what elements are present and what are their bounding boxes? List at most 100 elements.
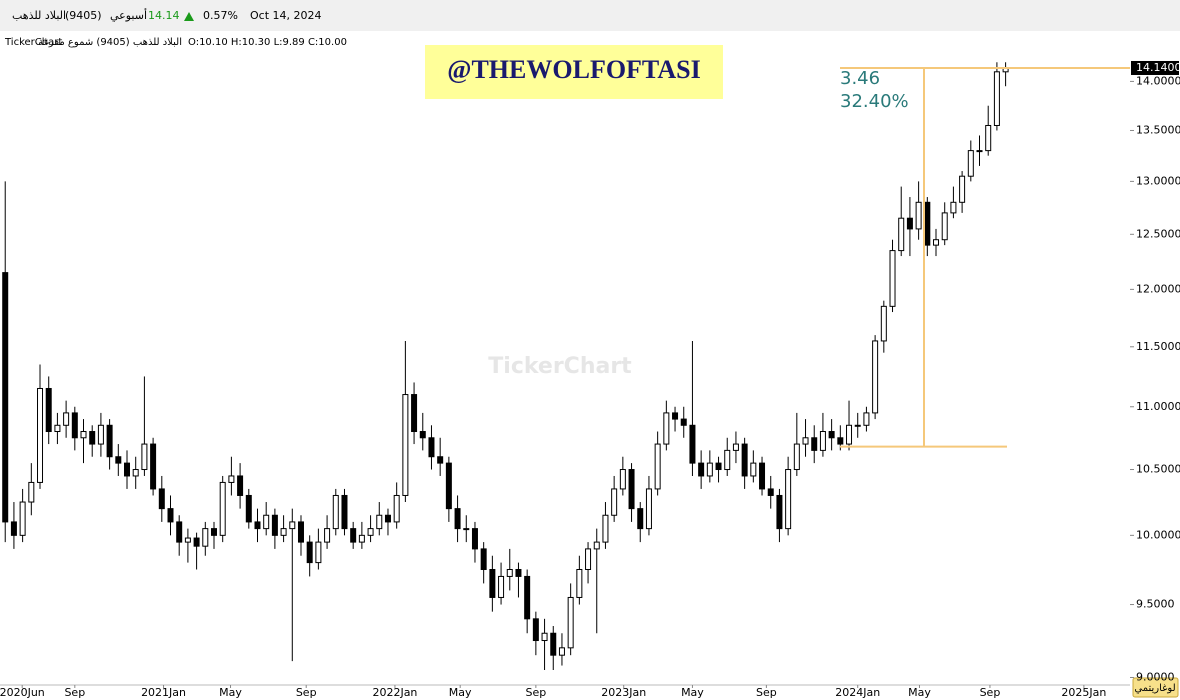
x-tick-label: 2024Jan	[835, 686, 880, 699]
y-tick-label: 13.0000	[1136, 174, 1180, 187]
last-price-label: 14.1400	[1136, 61, 1180, 74]
x-tick-label: Sep	[296, 686, 317, 699]
x-tick-label: May	[219, 686, 242, 699]
candle-body	[672, 412, 679, 420]
y-tick-label: 13.5000	[1136, 123, 1180, 136]
x-tick-label: May	[681, 686, 704, 699]
candle-body	[985, 124, 992, 152]
candle-body	[750, 462, 757, 477]
candle-body	[567, 596, 574, 649]
candle-body	[54, 424, 61, 433]
candle-body	[645, 488, 652, 530]
candle-body	[976, 150, 983, 153]
candle-body	[732, 443, 739, 451]
candle-body	[158, 488, 165, 510]
candle-body	[602, 514, 609, 543]
candle-body	[367, 528, 374, 536]
y-tick-label: 14.0000	[1136, 74, 1180, 87]
candle-body	[524, 575, 531, 620]
candle-body	[698, 462, 705, 477]
y-tick-label: 11.0000	[1136, 400, 1180, 413]
stock-name: البلاد للذهب	[12, 9, 66, 22]
candle-body	[532, 618, 539, 642]
candle-body	[150, 443, 157, 490]
scale-button[interactable]	[1132, 677, 1179, 698]
candle-body	[167, 508, 174, 523]
candle-body	[933, 239, 940, 246]
candle-body	[463, 528, 470, 531]
candle-body	[515, 568, 522, 577]
up-arrow	[184, 12, 194, 21]
candle-body	[89, 431, 96, 445]
plot	[2, 62, 1009, 671]
candle-body	[289, 521, 296, 530]
candle-body	[837, 437, 844, 445]
measure-change: 3.46	[840, 68, 880, 89]
y-tick-label: 12.5000	[1136, 227, 1180, 240]
price: 14.14	[148, 9, 180, 22]
candle-body	[132, 469, 139, 477]
y-tick-label: 10.5000	[1136, 463, 1180, 476]
change: 0.57%	[203, 9, 238, 22]
candle-body	[341, 494, 348, 530]
candle-body	[358, 534, 365, 543]
candle-body	[219, 481, 226, 536]
period[interactable]: أسبوعي	[110, 8, 147, 22]
candle-body	[37, 387, 44, 483]
candle-body	[828, 431, 835, 439]
x-tick-label: May	[908, 686, 931, 699]
info: البلاد للذهب (9405) شموع مفرغة	[38, 37, 182, 48]
candle-body	[324, 528, 331, 543]
candle-body	[785, 469, 792, 530]
candle-body	[419, 431, 426, 439]
candle-body	[45, 387, 52, 433]
candle-body	[654, 443, 661, 490]
measure-percent: 32.40%	[840, 91, 909, 112]
candle-body	[445, 462, 452, 510]
candle-body	[306, 541, 313, 564]
candle-body	[585, 548, 592, 570]
y-tick-label: 9.5000	[1136, 598, 1175, 611]
x-tick-label: Sep	[980, 686, 1001, 699]
y-tick-label: 12.0000	[1136, 282, 1180, 295]
candle-body	[637, 508, 644, 530]
candle-body	[611, 488, 618, 516]
candle-body	[332, 494, 339, 530]
candle-body	[889, 250, 896, 307]
candle-body	[71, 412, 78, 439]
candle-body	[628, 469, 635, 510]
candle-body	[237, 475, 244, 496]
candle-body	[924, 201, 931, 246]
candle-body	[63, 412, 70, 426]
candle-body	[802, 437, 809, 445]
candle-body	[280, 528, 287, 536]
candle-body	[915, 201, 922, 230]
brand-watermark: TickerChart	[488, 354, 632, 379]
candle-body	[680, 418, 687, 426]
candle-body	[228, 475, 235, 483]
candle-body	[541, 632, 548, 642]
y-tick-label: 10.0000	[1136, 528, 1180, 541]
candle-body	[811, 437, 818, 451]
candle-body	[271, 514, 278, 536]
x-tick-label: Sep	[756, 686, 777, 699]
x-tick-label: Sep	[64, 686, 85, 699]
candle-body	[550, 632, 557, 656]
x-tick-label: 2023Jan	[601, 686, 646, 699]
candle-body	[767, 488, 774, 496]
candle-body	[759, 462, 766, 490]
candle-body	[210, 528, 217, 536]
candle-body	[402, 394, 409, 496]
candle-body	[19, 501, 26, 536]
candle-body	[245, 494, 252, 523]
candle-body	[959, 175, 966, 203]
candle-body	[489, 568, 496, 598]
candle-body	[941, 212, 948, 241]
candle-body	[906, 217, 913, 230]
scale-button-label[interactable]: لوغاريتمي	[1134, 683, 1175, 694]
x-tick-label: 2021Jan	[141, 686, 186, 699]
x-tick-label: 2022Jan	[372, 686, 417, 699]
candle-body	[558, 647, 565, 656]
candle-body	[193, 537, 200, 547]
y-tick-label: 9.0000	[1136, 670, 1175, 683]
